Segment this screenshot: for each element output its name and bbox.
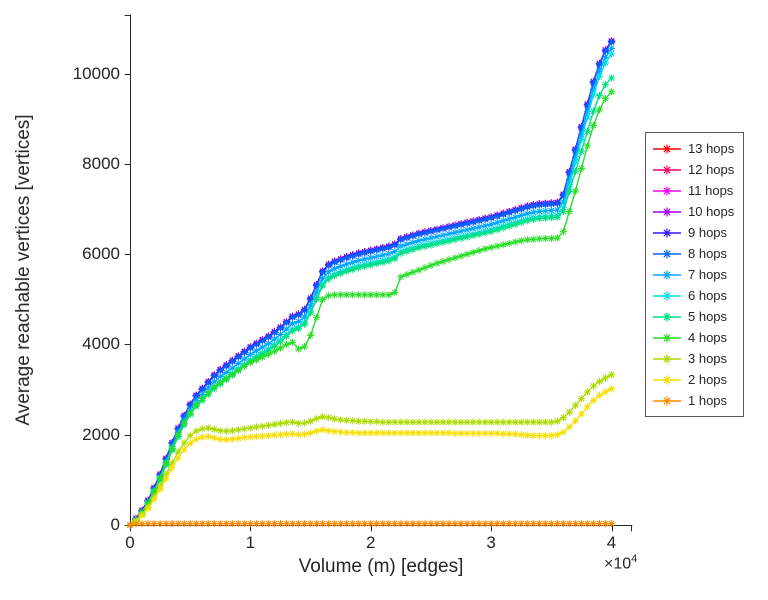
y-tick-label: 8000 xyxy=(82,153,120,173)
legend-item-11-hops: 11 hops xyxy=(652,180,734,201)
exponent-power: 4 xyxy=(631,553,638,565)
y-tick-label: 2000 xyxy=(82,424,120,444)
legend-item-5-hops: 5 hops xyxy=(652,306,734,327)
legend-line-marker-icon xyxy=(653,144,681,153)
y-tick-label: 4000 xyxy=(82,334,120,354)
legend-item-6-hops: 6 hops xyxy=(652,285,734,306)
x-tick-label: 1 xyxy=(245,533,256,552)
legend-label: 8 hops xyxy=(688,246,728,261)
legend-item-1-hops: 1 hops xyxy=(652,390,734,411)
legend-label: 9 hops xyxy=(688,225,728,240)
legend-item-8-hops: 8 hops xyxy=(652,243,734,264)
x-tick-label: 2 xyxy=(366,533,376,552)
legend-label: 6 hops xyxy=(688,288,728,303)
x-tick-label: 4 xyxy=(606,533,617,552)
legend-item-9-hops: 9 hops xyxy=(652,222,734,243)
legend: 13 hops 12 hops 11 hops 10 hops 9 hops 8 hops… xyxy=(645,132,745,417)
legend-line-marker-icon xyxy=(653,354,681,363)
legend-label: 10 hops xyxy=(688,204,735,219)
legend-item-13-hops: 13 hops xyxy=(652,138,734,159)
legend-label: 13 hops xyxy=(688,141,735,156)
legend-line-marker-icon xyxy=(653,375,681,384)
x-tick-label: 3 xyxy=(486,533,496,552)
legend-line-marker-icon xyxy=(653,249,681,258)
legend-item-2-hops: 2 hops xyxy=(652,369,734,390)
legend-label: 1 hops xyxy=(688,393,728,408)
legend-label: 7 hops xyxy=(688,267,728,282)
legend-line-marker-icon xyxy=(653,333,681,342)
x-tick-label: 0 xyxy=(125,533,135,552)
legend-line-marker-icon xyxy=(653,228,681,237)
y-tick-label: 6000 xyxy=(82,244,120,264)
x-axis-exponent: ×104 xyxy=(604,553,637,573)
legend-item-4-hops: 4 hops xyxy=(652,327,734,348)
legend-line-marker-icon xyxy=(653,186,681,195)
legend-label: 2 hops xyxy=(688,372,728,387)
legend-item-3-hops: 3 hops xyxy=(652,348,734,369)
legend-label: 5 hops xyxy=(688,309,728,324)
legend-label: 12 hops xyxy=(688,162,735,177)
legend-label: 11 hops xyxy=(688,183,734,198)
legend-line-marker-icon xyxy=(653,207,681,216)
legend-label: 3 hops xyxy=(688,351,728,366)
legend-item-7-hops: 7 hops xyxy=(652,264,734,285)
legend-line-marker-icon xyxy=(653,291,681,300)
legend-item-10-hops: 10 hops xyxy=(652,201,734,222)
exponent-base: ×10 xyxy=(604,555,632,573)
x-axis-label: Volume (m) [edges] xyxy=(298,556,464,577)
legend-label: 4 hops xyxy=(688,330,728,345)
y-tick-label: 10000 xyxy=(72,63,120,83)
y-tick-label: 0 xyxy=(110,515,120,534)
legend-line-marker-icon xyxy=(653,396,681,405)
y-axis-label: Average reachable vertices [vertices] xyxy=(13,114,34,426)
legend-line-marker-icon xyxy=(653,270,681,279)
legend-line-marker-icon xyxy=(653,165,681,174)
legend-item-12-hops: 12 hops xyxy=(652,159,734,180)
legend-line-marker-icon xyxy=(653,312,681,321)
